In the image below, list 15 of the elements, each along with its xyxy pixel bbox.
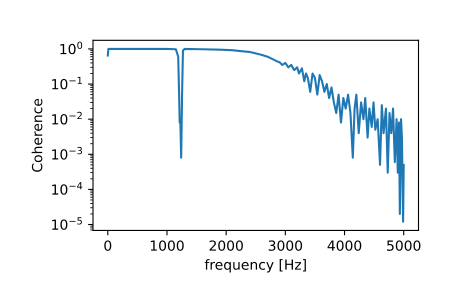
y-tick-label: 10$^{−5}$: [52, 217, 82, 230]
y-tick-label: 10$^{−1}$: [52, 76, 82, 90]
y-tick-label: 10$^{−2}$: [52, 112, 82, 125]
x-tick-label: 4000: [328, 240, 362, 251]
x-tick-label: 1000: [150, 240, 184, 251]
x-tick-label: 3000: [268, 240, 302, 251]
y-tick-label: 10$^{0}$: [60, 42, 82, 54]
x-tick-label: 5000: [387, 240, 420, 251]
x-tick-label: 0: [104, 240, 112, 251]
line-series: [106, 48, 405, 223]
y-axis-title: Coherence: [32, 98, 42, 172]
x-tick-label: 2000: [210, 240, 243, 251]
y-tick-label: 10$^{−3}$: [52, 146, 82, 160]
y-tick-label: 10$^{−4}$: [52, 182, 82, 195]
x-axis-title: frequency [Hz]: [204, 259, 306, 273]
